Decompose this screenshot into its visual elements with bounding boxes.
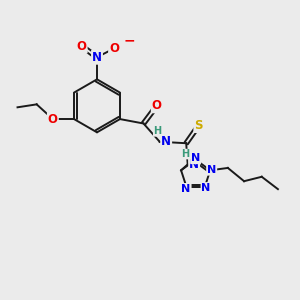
Text: N: N	[182, 184, 191, 194]
Text: N: N	[92, 51, 102, 64]
Text: −: −	[124, 33, 135, 47]
Text: N: N	[207, 165, 216, 175]
Text: O: O	[77, 40, 87, 52]
Text: N: N	[202, 183, 211, 193]
Text: O: O	[152, 99, 162, 112]
Text: O: O	[109, 42, 119, 55]
Text: S: S	[194, 119, 203, 132]
Text: N: N	[161, 135, 171, 148]
Text: N: N	[189, 158, 199, 171]
Text: O: O	[48, 112, 58, 126]
Text: N: N	[191, 153, 200, 163]
Text: H: H	[153, 126, 161, 136]
Text: H: H	[181, 149, 189, 159]
